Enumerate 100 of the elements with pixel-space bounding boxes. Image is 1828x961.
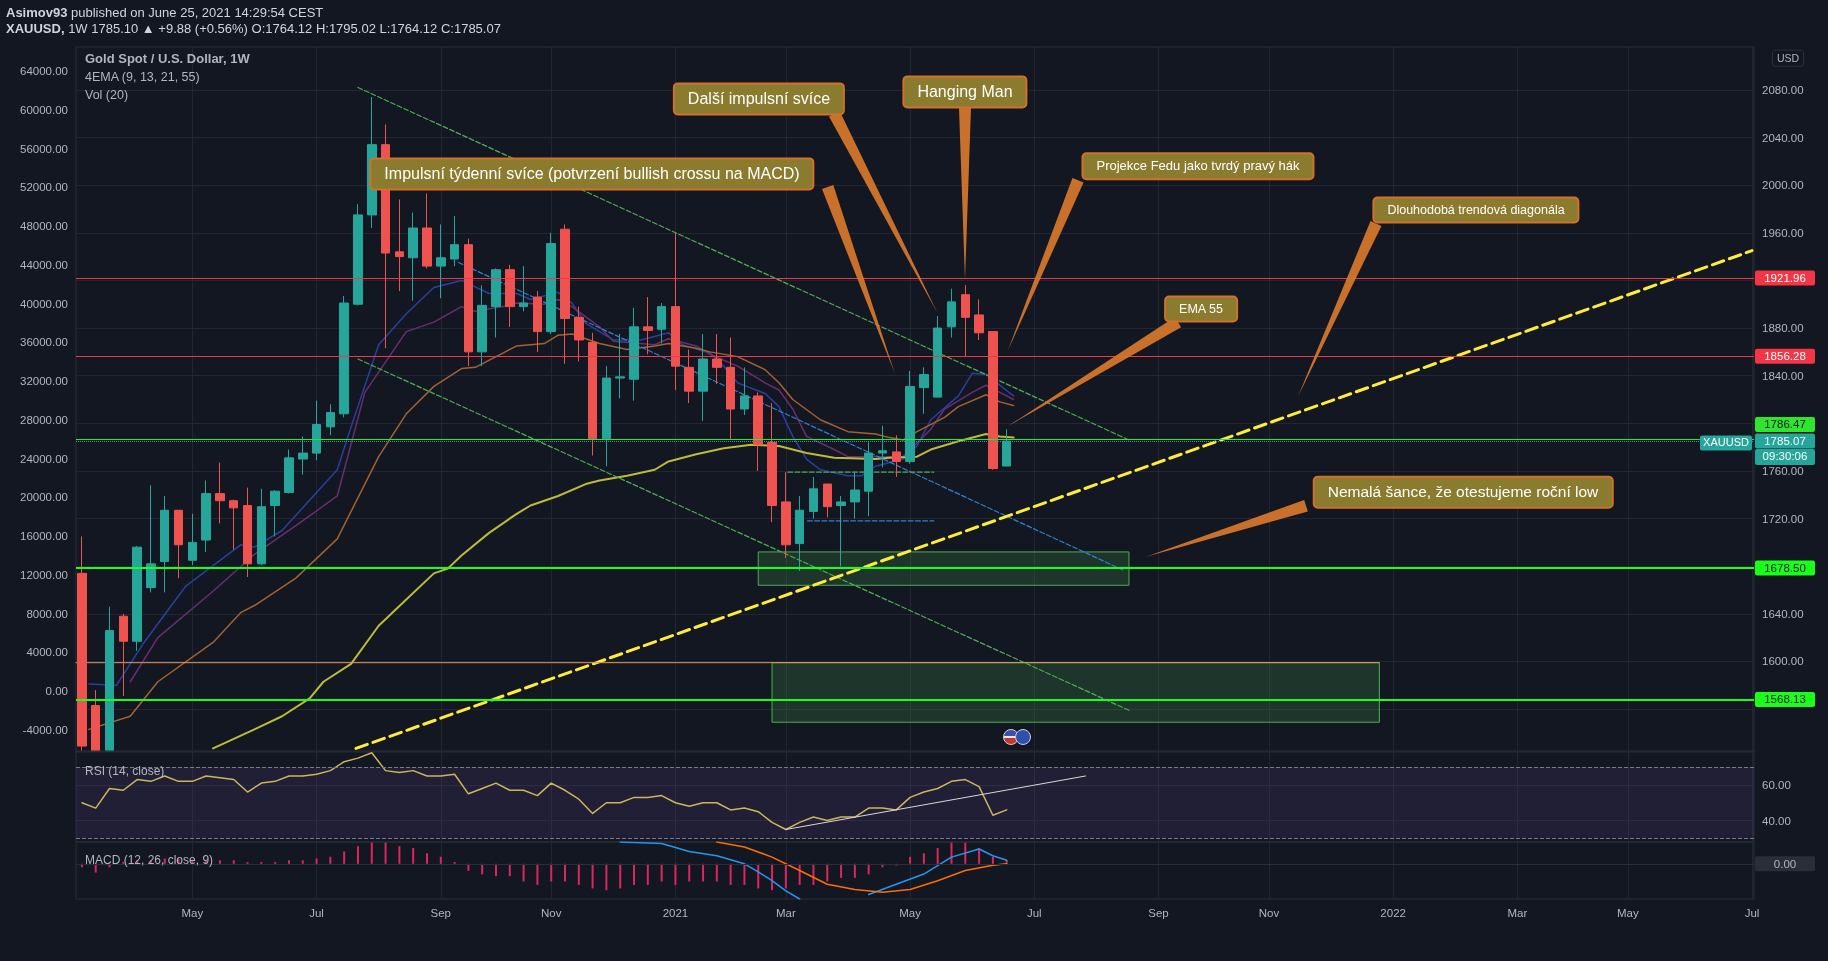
candlestick [546,232,556,335]
annotation: 4EMA (9, 13, 21, 55) [85,69,200,85]
line-series [81,752,1008,831]
annotation: Nemalá šance, že otestujeme roční low [1312,475,1614,509]
candlestick [961,284,970,358]
candlestick [257,488,266,566]
x-tick-label: 2021 [662,907,689,919]
x-tick-label: May [181,907,204,919]
chart-title: Gold Spot / U.S. Dollar, 1W [85,51,251,66]
bar [826,863,829,882]
bar [674,863,677,885]
bar [329,856,332,864]
y-tick-label: 1760.00 [1762,464,1804,477]
bar [950,842,953,864]
ref-line-label: 1785.07 [1764,435,1806,448]
ref-line-label: 1678.50 [1764,562,1806,575]
annotation: Další impulsní svíce [672,82,846,116]
candlestick [684,348,694,404]
y2-tick-label: 0.00 [45,684,68,697]
x-tick-label: May [1616,907,1639,919]
y-tick-label: 1640.00 [1762,607,1804,620]
candlestick [91,689,100,752]
annotation: Impulsní týdenní svíce (potvrzení bullish crossu na MACD) [369,157,815,191]
x-tick-label: Jul [309,907,324,919]
candlestick [339,295,349,418]
x-tick-label: Mar [775,907,796,919]
bar [702,863,705,882]
annotation: EMA 55 [1164,295,1238,323]
candlestick [919,366,929,415]
x-tick-label: Sep [1148,907,1169,919]
bar [591,863,594,889]
bar [412,847,415,864]
candlestick [505,264,515,328]
y2-tick-label: 36000.00 [20,336,68,349]
y-tick-label: 1840.00 [1762,369,1804,382]
bar [991,856,994,864]
ref-line-label: 1856.28 [1764,350,1806,363]
bar [577,863,580,885]
bar [384,842,387,864]
bar [301,860,304,864]
bar [218,860,221,864]
y2-tick-label: 52000.00 [20,181,68,194]
bar [564,863,567,882]
bar [398,846,401,864]
y2-tick-label: 48000.00 [20,220,68,233]
candlestick [850,471,860,520]
candlestick [643,296,653,355]
candlestick [188,513,197,566]
bar [964,842,967,864]
x-tick-label: Nov [540,907,562,919]
annotation: Vol (20) [85,87,129,102]
candlestick [215,462,225,524]
bar [425,853,428,864]
candlestick [753,391,763,472]
x-tick-label: Jul [1744,907,1760,919]
candlestick [132,545,142,652]
candlestick [243,487,252,578]
y-tick-label: 1960.00 [1762,226,1804,239]
candlestick [629,307,639,402]
bar [840,863,843,878]
y-tick-label: 2080.00 [1762,83,1804,96]
bar [356,846,359,864]
bar [688,863,691,882]
candlestick [823,483,832,518]
text: RSI (14, close) [85,764,165,778]
candlestick [436,223,446,299]
candlestick [422,192,432,269]
x-tick-label: Mar [1507,907,1528,919]
y2-tick-label: 8000.00 [26,607,68,620]
y-tick-label: 1600.00 [1762,655,1804,668]
y2-tick-label: 20000.00 [20,491,68,504]
candlestick [77,535,87,752]
candlestick [491,268,501,339]
candlestick [519,265,528,312]
bar [660,863,663,882]
bar [287,860,290,864]
y2-tick-label: -4000.00 [22,723,68,736]
bar [922,853,925,864]
bar [370,842,373,864]
y-tick-label: 1880.00 [1762,322,1804,335]
y2-tick-label: 12000.00 [20,568,68,581]
y2-tick-label: 28000.00 [20,413,68,426]
candlestick [229,499,238,551]
candlestick [326,403,335,436]
candlestick [809,476,818,520]
candlestick [671,232,680,391]
candlestick [119,613,128,697]
annotation: Projekce Fedu jako tvrdý pravý hák [1081,152,1315,180]
line-series [212,433,1015,750]
y2-tick-label: 40000.00 [20,297,68,310]
x-tick-label: Sep [430,907,452,919]
candlestick [974,298,984,341]
bar [619,863,622,889]
text: MACD (12, 26, close, 9) [85,853,214,867]
candlestick [574,306,584,362]
ref-line-label: 0.00 [1773,857,1797,870]
candlestick [712,333,722,385]
bar [550,863,553,882]
candlestick [947,288,956,339]
bar [784,863,787,889]
